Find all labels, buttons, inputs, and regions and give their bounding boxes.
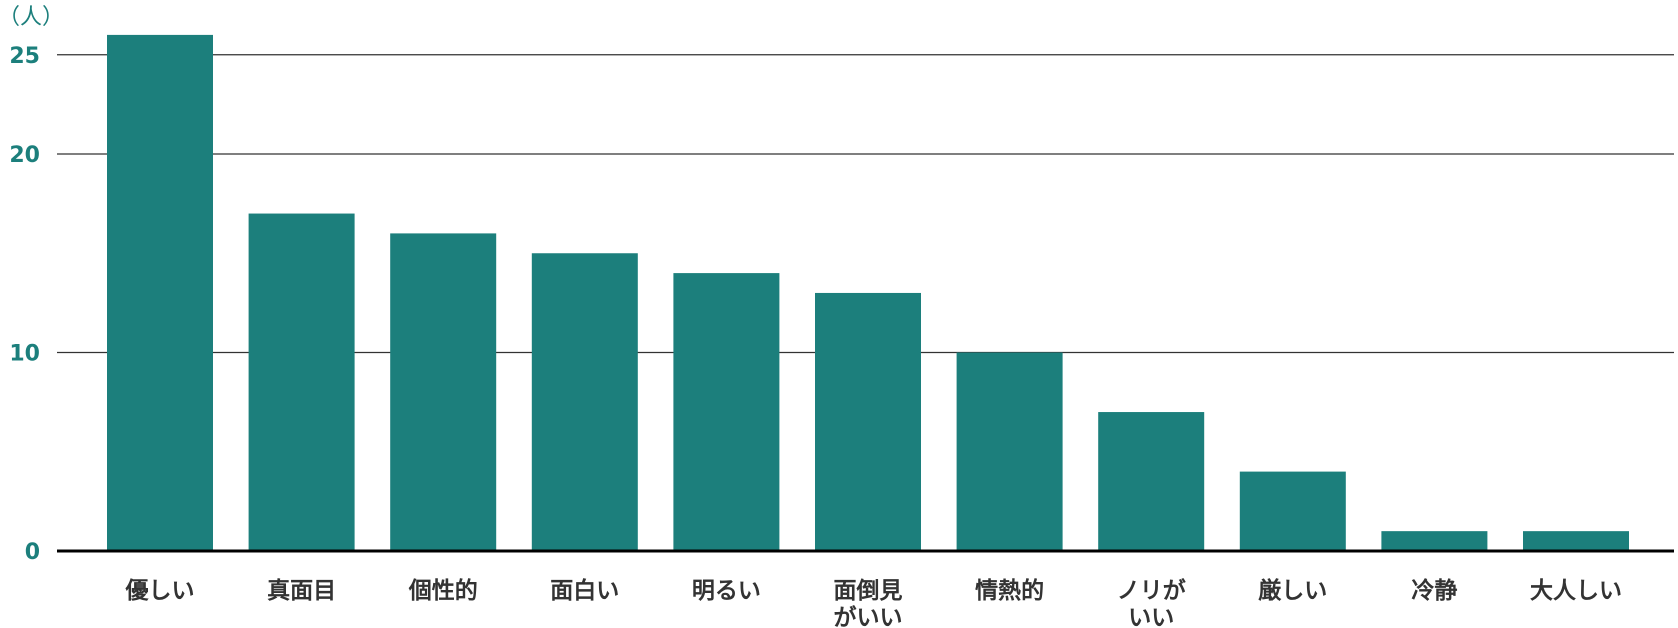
bars: [107, 34, 1629, 552]
x-tick-label: 個性的: [408, 577, 478, 604]
x-tick-label: 面白い: [550, 577, 619, 604]
x-tick-label-line: 真面目: [267, 577, 336, 604]
bar: [1098, 412, 1205, 551]
x-tick-label: 冷静: [1411, 577, 1457, 604]
bar: [1523, 531, 1629, 551]
x-tick-label: 真面目: [267, 577, 336, 604]
x-tick-label: ノリがいい: [1117, 577, 1186, 628]
x-tick-label: 情熱的: [975, 577, 1044, 604]
x-tick-labels: 優しい 真面目 個性的 面白い 明るい 面倒見がいい 情熱的 ノリがいい 厳しい 冷静 大人しい: [125, 577, 1623, 628]
x-tick-label: 厳しい: [1258, 577, 1327, 604]
x-tick-label-line: 厳しい: [1258, 577, 1327, 604]
bar: [531, 253, 638, 551]
x-tick-label-line: ノリが: [1117, 577, 1186, 604]
x-tick-label-line: 面倒見: [834, 577, 903, 604]
y-tick-label: 0: [25, 540, 40, 565]
bar: [815, 292, 921, 551]
x-tick-label: 大人しい: [1530, 578, 1622, 604]
bar: [107, 34, 213, 551]
x-tick-label-line: 冷静: [1411, 577, 1457, 604]
bar: [673, 273, 780, 551]
x-tick-label-line: 面白い: [550, 577, 619, 604]
x-tick-label-line: いい: [1128, 605, 1174, 628]
x-tick-label-line: 情熱的: [975, 577, 1044, 604]
x-tick-label: 優しい: [125, 578, 195, 604]
x-tick-label-line: 明るい: [692, 578, 761, 604]
bar: [248, 213, 355, 552]
y-tick-label: 20: [9, 143, 40, 168]
x-tick-label: 明るい: [692, 578, 761, 604]
y-tick-labels: 0 10 20 25: [9, 44, 40, 565]
x-tick-label-line: がいい: [834, 604, 903, 628]
x-tick-label-line: 大人しい: [1530, 578, 1622, 604]
x-tick-label-line: 個性的: [408, 577, 478, 604]
bar: [1239, 471, 1346, 551]
y-axis-unit-label: （人）: [0, 5, 64, 30]
bar: [390, 233, 497, 551]
bar: [956, 352, 1063, 551]
y-tick-label: 25: [9, 44, 40, 69]
x-tick-label-line: 優しい: [125, 578, 195, 604]
bar: [1381, 531, 1488, 551]
y-tick-label: 10: [9, 342, 40, 367]
x-tick-label: 面倒見がいい: [834, 577, 903, 628]
